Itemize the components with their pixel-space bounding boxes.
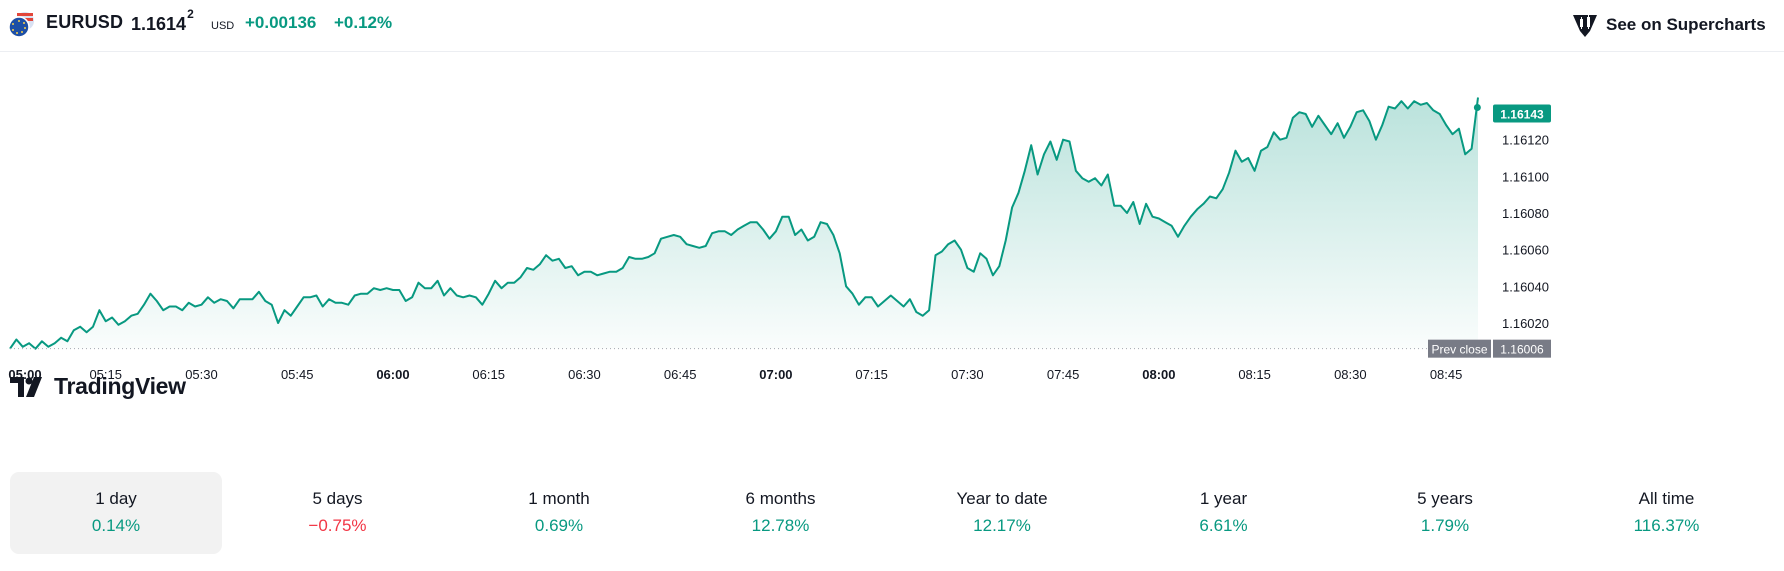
x-axis-tick: 08:30 — [1334, 367, 1367, 382]
x-axis-tick: 08:45 — [1430, 367, 1463, 382]
period-label: Year to date — [956, 489, 1048, 508]
x-axis-tick: 06:30 — [568, 367, 601, 382]
price-chart[interactable]: Prev close 1.16006 1.16020 1.16040 1.16060 1… — [0, 53, 1784, 453]
period-tab-5-days[interactable]: 5 days −0.75% — [232, 472, 444, 554]
period-label: 5 years — [1417, 489, 1473, 508]
period-performance-tabs: 1 day 0.14% 5 days −0.75% 1 month 0.69% 6 mont… — [10, 472, 1775, 554]
currency-label: USD — [211, 20, 235, 32]
x-axis-tick: 08:15 — [1238, 367, 1271, 382]
period-change: 0.69% — [534, 516, 584, 535]
period-tab-1-month[interactable]: 1 month 0.69% — [453, 472, 665, 554]
period-change: 0.14% — [91, 516, 141, 535]
prev-close-tag — [1428, 339, 1491, 358]
period-label: 6 months — [745, 489, 816, 508]
price-area-fill — [10, 97, 1478, 349]
prev-close-value-tag — [1493, 339, 1551, 358]
period-tab-1-day[interactable]: 1 day 0.14% — [10, 472, 222, 554]
y-axis-tick: 1.16060 — [1502, 243, 1549, 258]
period-tab-all-time[interactable]: All time 116.37% — [1561, 472, 1773, 554]
period-change: 12.17% — [973, 516, 1031, 535]
last-price-tag-label: 1.16143 — [1500, 108, 1544, 122]
x-axis-tick: 06:00 — [376, 367, 409, 382]
y-axis-tick: 1.16080 — [1502, 206, 1549, 221]
x-axis-tick: 05:45 — [281, 367, 314, 382]
y-axis-tick: 1.16020 — [1502, 316, 1549, 331]
y-axis-tick: 1.16040 — [1502, 279, 1549, 294]
period-change: 12.78% — [751, 516, 810, 535]
x-axis-tick: 06:45 — [664, 367, 697, 382]
x-axis-tick: 07:15 — [855, 367, 888, 382]
x-axis-tick: 05:30 — [185, 367, 218, 382]
period-label: 1 day — [95, 489, 137, 508]
tradingview-logo-icon — [10, 377, 42, 397]
see-on-supercharts-label: See on Supercharts — [1606, 15, 1766, 34]
period-tab-5-years[interactable]: 5 years 1.79% — [1339, 472, 1551, 554]
period-label: 1 month — [528, 489, 590, 508]
last-price-tag — [1493, 104, 1551, 123]
x-axis-tick: 07:00 — [759, 367, 792, 382]
period-label: 5 days — [312, 489, 363, 508]
price-change-percent: +0.12% — [334, 13, 393, 32]
period-change: −0.75% — [308, 516, 367, 535]
y-axis-tick: 1.16100 — [1502, 169, 1549, 184]
period-tab-1-year[interactable]: 1 year 6.61% — [1118, 472, 1330, 554]
supercharts-icon — [1573, 15, 1597, 37]
last-price-dot — [1473, 104, 1481, 111]
price-line — [9, 97, 1479, 350]
y-axis-tick: 1.16120 — [1502, 133, 1549, 148]
price-change: +0.00136 — [245, 13, 317, 32]
period-change: 1.79% — [1420, 516, 1470, 535]
eur-usd-flag-icon — [8, 12, 34, 38]
last-price-main: 1.1614 — [131, 14, 187, 34]
x-axis-tick: 08:00 — [1142, 367, 1175, 382]
symbol-header: EURUSD 1.16142 USD +0.00136 +0.12% See o… — [0, 0, 1784, 52]
period-label: All time — [1638, 489, 1695, 508]
last-price: 1.16142 — [131, 7, 194, 35]
x-axis-tick: 06:15 — [472, 367, 505, 382]
prev-close-label: Prev close — [1431, 343, 1487, 357]
prev-close-value: 1.16006 — [1500, 343, 1544, 357]
period-label: 1 year — [1199, 489, 1248, 508]
last-price-fraction: 2 — [187, 7, 194, 21]
see-on-supercharts-button[interactable]: See on Supercharts — [1566, 8, 1780, 42]
x-axis-tick: 07:30 — [951, 367, 984, 382]
tradingview-logo[interactable]: TradingView — [10, 373, 200, 399]
x-axis-tick: 05:15 — [89, 367, 122, 382]
x-axis-tick: 07:45 — [1047, 367, 1080, 382]
tradingview-logo-text: TradingView — [54, 373, 186, 399]
period-change: 116.37% — [1633, 516, 1700, 535]
period-tab-6-months[interactable]: 6 months 12.78% — [675, 472, 887, 554]
symbol-name[interactable]: EURUSD — [46, 12, 124, 32]
period-tab-year-to-date[interactable]: Year to date 12.17% — [896, 472, 1108, 554]
period-change: 6.61% — [1199, 516, 1248, 535]
